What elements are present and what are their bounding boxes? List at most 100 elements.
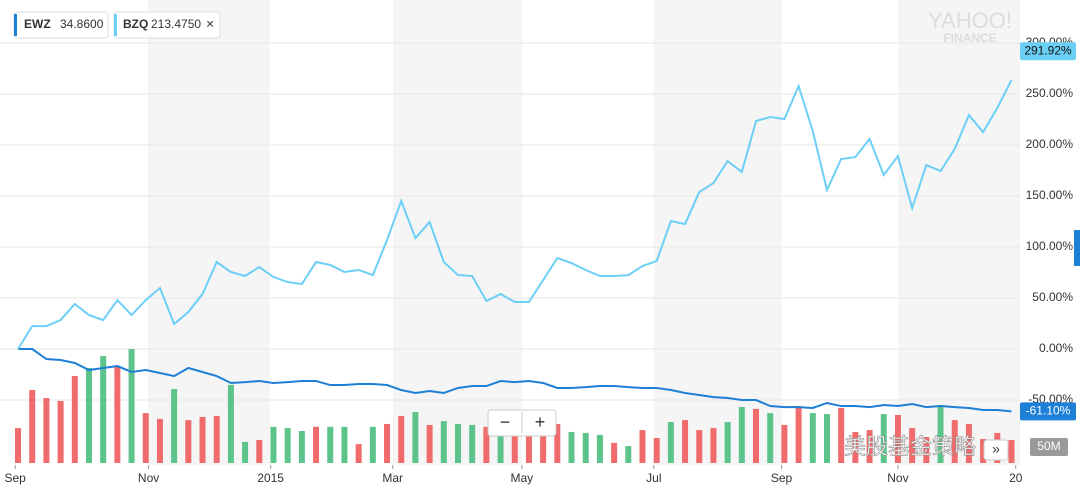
volume-bar <box>667 422 674 463</box>
legend-name: EWZ <box>24 17 51 31</box>
band <box>148 0 270 465</box>
volume-bar <box>213 415 220 463</box>
x-tick-label: Sep <box>771 471 793 485</box>
volume-bar <box>653 438 660 463</box>
volume-bar <box>937 405 944 463</box>
volume-bar <box>710 428 717 463</box>
axes: 300.00%250.00%200.00%150.00%100.00%50.00… <box>5 35 1076 485</box>
volume-bar <box>866 430 873 463</box>
side-tab[interactable] <box>1074 230 1080 266</box>
volume-bar <box>284 428 291 463</box>
volume-bar <box>454 423 461 463</box>
x-tick-label: Nov <box>887 471 908 485</box>
y-tick-label: 200.00% <box>1026 137 1074 151</box>
volume-bar <box>838 407 845 463</box>
volume-bar <box>965 423 972 463</box>
grid <box>0 42 1020 401</box>
volume-bar <box>256 439 263 463</box>
zoom-out[interactable]: − <box>500 412 511 432</box>
volume-bar <box>880 414 887 463</box>
legend: EWZ 34.8600 BZQ 213.4750 × <box>13 11 221 39</box>
legend-swatch <box>114 14 117 36</box>
volume-bar <box>128 349 135 463</box>
volume-bar <box>639 430 646 463</box>
y-tick-label: 0.00% <box>1039 341 1073 355</box>
volume-bar <box>554 423 561 463</box>
end-value-label: -61.10% <box>1026 404 1071 418</box>
volume-bar <box>355 444 362 463</box>
watermark: FINANCE <box>943 31 996 45</box>
y-tick-label: 100.00% <box>1026 239 1074 253</box>
volume-bar <box>852 431 859 463</box>
volume-bar <box>753 408 760 463</box>
volume-bar <box>809 413 816 463</box>
legend-swatch <box>14 14 17 36</box>
x-tick-label: Mar <box>382 471 403 485</box>
volume-bar <box>951 420 958 463</box>
volume-bar <box>781 424 788 463</box>
volume-bar <box>298 431 305 463</box>
volume-bar <box>57 400 64 463</box>
volume-bar <box>29 390 36 463</box>
volume-bar <box>171 389 178 463</box>
legend-close[interactable]: × <box>206 16 214 32</box>
lines <box>17 79 1013 413</box>
band <box>654 0 782 465</box>
end-value-label: 291.92% <box>1024 43 1072 57</box>
volume-bar <box>369 426 376 463</box>
series-line <box>18 348 1012 413</box>
legend-value: 213.4750 <box>151 17 201 31</box>
x-tick-label: Sep <box>5 471 27 485</box>
volume-bar <box>568 431 575 463</box>
series-line <box>17 79 1013 350</box>
volume-bar <box>43 398 50 463</box>
volume-bar <box>100 356 107 463</box>
volume-bar <box>227 384 234 463</box>
volume-bar <box>398 415 405 463</box>
volume-bar <box>15 428 22 463</box>
volume-bar <box>497 433 504 463</box>
volume-bar <box>894 415 901 463</box>
volume <box>15 349 1015 463</box>
volume-bar <box>440 421 447 463</box>
volume-bar <box>426 424 433 463</box>
volume-bar <box>156 418 163 463</box>
x-tick-label: 2015 <box>257 471 284 485</box>
volume-bar <box>313 426 320 463</box>
volume-bar <box>582 432 589 463</box>
end-value-tag <box>1020 42 1076 61</box>
volume-bar <box>596 434 603 463</box>
legend-value: 34.8600 <box>60 17 104 31</box>
y-tick-label: 50.00% <box>1032 290 1073 304</box>
volume-bar <box>795 406 802 463</box>
x-tick-label: Jul <box>646 471 661 485</box>
volume-bar <box>540 429 547 463</box>
volume-bar <box>767 413 774 463</box>
volume-bar <box>384 423 391 463</box>
volume-bar <box>114 366 121 463</box>
legend-name: BZQ <box>123 17 148 31</box>
volume-bar <box>1008 439 1015 463</box>
y-tick-label: 150.00% <box>1026 188 1074 202</box>
volume-bar <box>242 441 249 463</box>
y-tick-label: 250.00% <box>1026 86 1074 100</box>
x-tick-label: May <box>511 471 534 485</box>
volume-bar <box>511 432 518 463</box>
volume-bar <box>142 413 149 463</box>
volume-bar <box>909 428 916 463</box>
scroll-button[interactable]: » <box>992 441 1000 457</box>
volume-bar <box>327 426 334 463</box>
volume-bar <box>923 437 930 463</box>
x-tick-label: 20 <box>1009 471 1023 485</box>
volume-bar <box>696 430 703 463</box>
volume-bar <box>738 407 745 463</box>
volume-bar <box>625 446 632 463</box>
volume-bar <box>71 375 78 463</box>
volume-bar <box>483 426 490 463</box>
x-tick-label: Nov <box>138 471 159 485</box>
zoom-in[interactable]: + <box>535 412 546 432</box>
volume-bar <box>412 412 419 463</box>
volume-tick-tag <box>1030 438 1068 456</box>
volume-bar <box>823 414 830 463</box>
